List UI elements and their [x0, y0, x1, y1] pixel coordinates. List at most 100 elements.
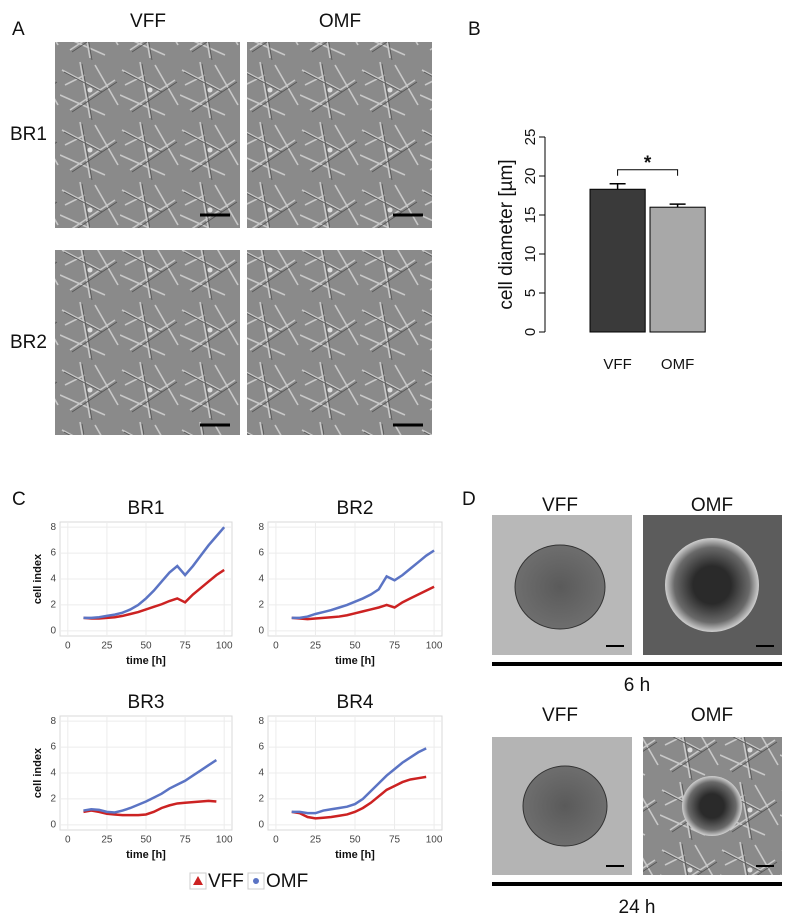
x-tick-label: 100 [216, 835, 233, 846]
x-tick-label: 75 [180, 641, 192, 652]
error-bar [669, 203, 686, 208]
y-axis-label: cell index [32, 747, 44, 798]
column-label: VFF [542, 495, 578, 516]
x-tick-label: OMF [661, 356, 694, 373]
spheroid [514, 544, 606, 630]
bar [589, 188, 646, 333]
x-tick-label: VFF [603, 356, 631, 373]
legend-marker [193, 876, 203, 885]
annotation: * [644, 153, 652, 174]
micrograph [247, 250, 432, 435]
bar [649, 206, 706, 333]
chart-title: BR2 [337, 498, 374, 519]
x-tick-label: 75 [389, 835, 401, 846]
y-tick-label: 2 [50, 794, 56, 805]
y-tick-label: 8 [258, 716, 264, 727]
x-axis-label: time [h] [126, 849, 166, 861]
y-tick-label: 25 [522, 129, 539, 146]
y-tick-label: 0 [258, 625, 264, 636]
y-tick-label: 4 [258, 574, 264, 585]
x-tick-label: 0 [273, 835, 279, 846]
spheroid [682, 776, 742, 836]
x-tick-label: 25 [101, 641, 113, 652]
y-tick-label: 6 [50, 742, 56, 753]
divider [492, 882, 782, 886]
y-tick-label: 6 [50, 548, 56, 559]
time-label: 24 h [619, 897, 656, 918]
column-label: OMF [319, 11, 361, 32]
y-tick-label: 8 [50, 522, 56, 533]
significance-bracket [617, 169, 679, 176]
chart-title: BR3 [128, 692, 165, 713]
x-tick-label: 50 [140, 835, 152, 846]
x-tick-label: 25 [310, 641, 322, 652]
series-line [83, 568, 225, 620]
time-label: 6 h [624, 675, 650, 696]
row-label: BR2 [10, 332, 47, 353]
panel-label: B [468, 19, 481, 40]
y-tick-label: 8 [50, 716, 56, 727]
y-tick-label: 4 [258, 768, 264, 779]
x-tick-label: 75 [180, 835, 192, 846]
x-tick-label: 0 [65, 641, 71, 652]
x-tick-label: 100 [426, 641, 443, 652]
y-tick-label: 0 [258, 819, 264, 830]
y-tick-label: 0 [50, 625, 56, 636]
micrographs [55, 42, 432, 435]
error-bar [609, 183, 626, 190]
series-line [291, 747, 427, 815]
series-line [83, 799, 217, 817]
y-tick-label: 8 [258, 522, 264, 533]
x-tick-label: 25 [101, 835, 113, 846]
y-tick-label: 0 [50, 819, 56, 830]
x-axis-label: time [h] [335, 655, 375, 667]
legend-marker [253, 878, 259, 884]
y-axis-label: cell diameter [µm] [496, 159, 517, 309]
y-tick-label: 2 [258, 600, 264, 611]
y-tick-label: 5 [522, 289, 539, 297]
chart-title: BR1 [128, 498, 165, 519]
x-tick-label: 50 [349, 641, 361, 652]
y-tick-label: 15 [522, 207, 539, 224]
spheroid [665, 538, 759, 632]
legend: VFF OMF [189, 871, 308, 892]
x-tick-label: 25 [310, 835, 322, 846]
panel-label: D [462, 489, 476, 510]
column-label: VFF [130, 11, 166, 32]
series-line [291, 585, 435, 621]
micrograph [247, 42, 432, 228]
divider [492, 662, 782, 666]
x-axis-label: time [h] [335, 849, 375, 861]
row-label: BR1 [10, 124, 47, 145]
series-line [291, 775, 427, 820]
y-tick-label: 2 [50, 600, 56, 611]
x-tick-label: 0 [65, 835, 71, 846]
panel-label: C [12, 489, 26, 510]
y-axis-label: cell index [32, 553, 44, 604]
x-tick-label: 50 [349, 835, 361, 846]
column-label: OMF [691, 705, 733, 726]
y-tick-label: 10 [522, 246, 539, 263]
series-line [83, 526, 226, 620]
x-tick-label: 100 [216, 641, 233, 652]
legend-label: VFF [208, 871, 244, 892]
spheroid-images [492, 515, 782, 886]
y-tick-label: 4 [50, 574, 56, 585]
x-tick-label: 50 [140, 641, 152, 652]
y-tick-label: 0 [522, 328, 539, 336]
micrograph [55, 42, 240, 228]
y-tick-label: 6 [258, 742, 264, 753]
y-tick-label: 6 [258, 548, 264, 559]
series-line [83, 759, 218, 814]
y-tick-label: 4 [50, 768, 56, 779]
x-tick-label: 100 [426, 835, 443, 846]
x-tick-label: 0 [273, 641, 279, 652]
series-line [291, 549, 435, 620]
column-label: VFF [542, 705, 578, 726]
micrograph [55, 250, 240, 435]
panel-label: A [12, 19, 25, 40]
chart-title: BR4 [337, 692, 374, 713]
legend-label: OMF [266, 871, 308, 892]
x-tick-label: 75 [389, 641, 401, 652]
